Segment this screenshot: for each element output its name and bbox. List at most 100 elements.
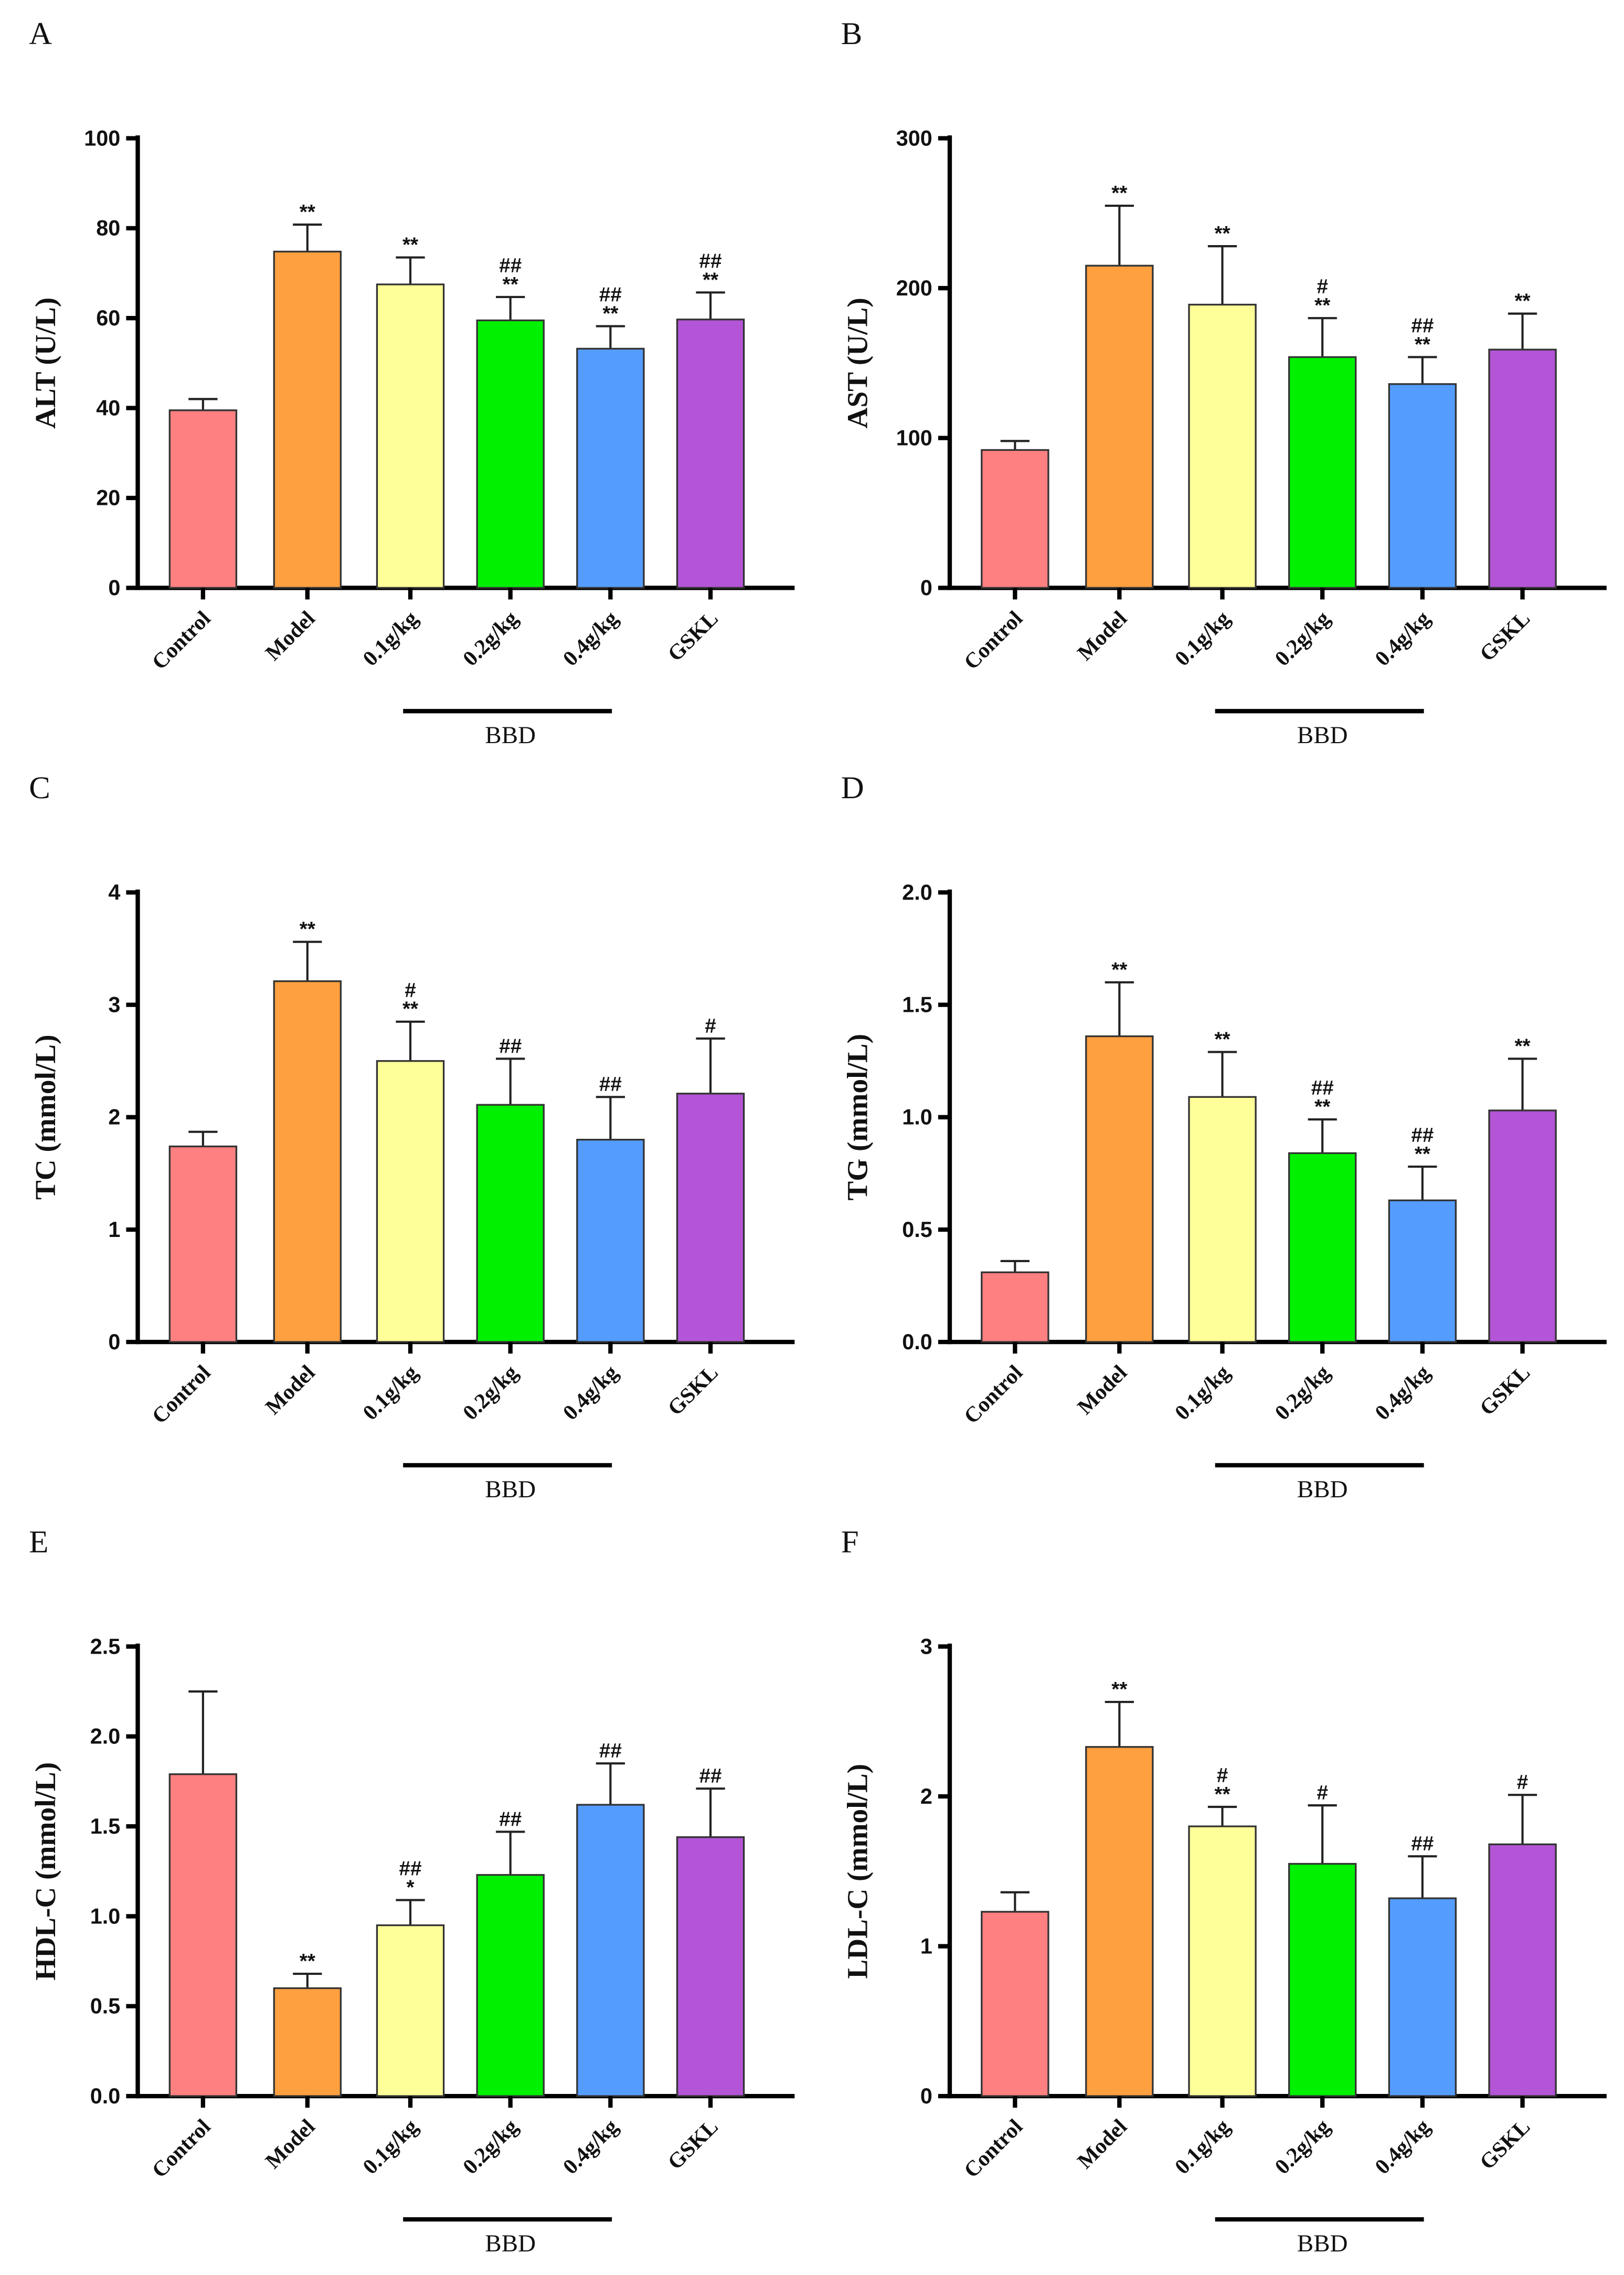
bar-0-2g-kg [476, 1874, 545, 2097]
significance-marker: ** [1111, 1678, 1128, 1701]
y-tick-label: 1.5 [90, 1814, 121, 1838]
bar-0-1g-kg [376, 1924, 445, 2097]
bar-control [981, 1271, 1049, 1343]
significance-marker: ** [1515, 1035, 1531, 1057]
bar-control [981, 449, 1049, 589]
x-tick-label: 0.1g/kg [358, 2114, 422, 2179]
y-tick-label: 2.0 [902, 880, 932, 904]
x-tick-label: Model [1073, 606, 1131, 665]
bar-gskl [676, 1836, 745, 2097]
y-tick-label: 4 [108, 880, 120, 904]
y-tick-label: 80 [96, 216, 120, 240]
bar-0-1g-kg [376, 283, 445, 589]
significance-marker: # [405, 979, 416, 1002]
significance-marker: ** [1415, 333, 1431, 356]
significance-marker: ** [1314, 1096, 1331, 1118]
bar-0-4g-kg [576, 347, 645, 589]
bar-0-4g-kg [1388, 1199, 1457, 1343]
bar-0-1g-kg [1188, 1096, 1257, 1343]
y-tick-label: 2.0 [90, 1724, 121, 1749]
x-tick-label: 0.4g/kg [558, 606, 622, 671]
x-tick-label: Control [959, 1360, 1027, 1429]
significance-marker: ## [699, 1765, 722, 1787]
x-tick-label: 0.2g/kg [458, 2114, 523, 2179]
bar-0-2g-kg [1288, 1863, 1357, 2097]
bar-gskl [1488, 1109, 1557, 1343]
y-tick-label: 100 [84, 125, 120, 150]
x-tick-label: Control [147, 606, 215, 674]
bar-control [981, 1911, 1049, 2097]
significance-marker: ## [499, 1808, 522, 1830]
y-tick-label: 0.0 [90, 2083, 121, 2108]
x-tick-label: 0.4g/kg [558, 1360, 622, 1425]
bar-0-1g-kg [1188, 303, 1257, 589]
bar-control [168, 1145, 238, 1343]
significance-marker: ## [499, 1035, 522, 1057]
panel-label: F [841, 1525, 859, 1560]
panel-label: D [841, 770, 864, 806]
panel-label: C [29, 770, 50, 806]
bar-0-2g-kg [1288, 356, 1357, 589]
x-tick-label: Control [959, 606, 1027, 674]
panel-label: A [29, 16, 52, 51]
x-tick-label: 0.2g/kg [458, 1360, 523, 1425]
significance-marker: ** [1314, 294, 1331, 317]
x-tick-label: 0.2g/kg [458, 606, 523, 671]
bar-model [273, 1987, 342, 2097]
group-label: BBD [1297, 1476, 1348, 1503]
significance-marker: ## [1411, 1124, 1434, 1147]
group-label: BBD [1297, 722, 1348, 749]
significance-marker: ** [402, 234, 419, 256]
y-tick-label: 0 [108, 1329, 120, 1354]
significance-marker: ## [599, 1073, 622, 1096]
significance-marker: ## [499, 255, 522, 277]
bar-model [1085, 1746, 1154, 2097]
group-label: BBD [485, 1476, 536, 1503]
significance-marker: ** [1111, 959, 1128, 981]
y-tick-label: 200 [896, 276, 932, 300]
x-tick-label: 0.1g/kg [1170, 606, 1235, 671]
panel-label: B [841, 16, 863, 51]
y-tick-label: 40 [96, 395, 120, 420]
bar-model [1085, 1035, 1154, 1343]
chart-panel-d: D 0.0 0.5 1.0 1.5 2.0 TG (mmol/L) Control Model *… [841, 770, 1607, 1503]
x-tick-label: 0.1g/kg [1170, 1360, 1235, 1425]
y-axis-label: LDL-C (mmol/L) [842, 1764, 874, 1979]
bar-control [168, 1773, 238, 2097]
x-tick-label: Control [959, 2114, 1027, 2183]
significance-marker: ** [602, 303, 619, 325]
x-tick-label: GSKL [663, 606, 723, 666]
bar-0-4g-kg [576, 1138, 645, 1343]
significance-marker: # [1317, 1782, 1328, 1804]
y-tick-label: 0.5 [902, 1217, 932, 1242]
group-label: BBD [1297, 2230, 1348, 2257]
y-tick-label: 20 [96, 485, 120, 510]
x-tick-label: Model [261, 2114, 320, 2173]
y-tick-label: 1.0 [902, 1105, 932, 1129]
y-tick-label: 1 [920, 1933, 932, 1958]
y-tick-label: 0.5 [90, 1994, 121, 2018]
significance-marker: # [705, 1015, 716, 1038]
group-label: BBD [485, 2230, 536, 2257]
significance-marker: ** [402, 998, 419, 1021]
significance-marker: ** [503, 273, 519, 296]
y-axis-label: ALT (U/L) [29, 298, 61, 429]
x-tick-label: GSKL [1475, 2114, 1535, 2174]
significance-marker: ** [1515, 290, 1531, 313]
significance-marker: ## [1411, 314, 1434, 337]
significance-marker: ## [599, 284, 622, 306]
significance-marker: ## [1311, 1077, 1334, 1099]
significance-marker: # [1517, 1771, 1529, 1794]
significance-marker: ** [1214, 1783, 1230, 1806]
x-tick-label: GSKL [663, 1360, 723, 1420]
significance-marker: * [407, 1877, 415, 1899]
significance-marker: ## [699, 250, 722, 272]
x-tick-label: 0.2g/kg [1270, 2114, 1334, 2179]
y-axis-label: HDL-C (mmol/L) [29, 1762, 61, 1981]
bar-0-2g-kg [1288, 1152, 1357, 1343]
bar-gskl [1488, 1843, 1557, 2097]
bar-0-2g-kg [476, 1104, 545, 1343]
x-tick-label: GSKL [1475, 1360, 1535, 1420]
chart-panel-b: B 0 100 200 300 AST (U/L) Control Model ** 0.1g/k… [841, 16, 1607, 749]
y-axis-label: TG (mmol/L) [842, 1034, 874, 1201]
